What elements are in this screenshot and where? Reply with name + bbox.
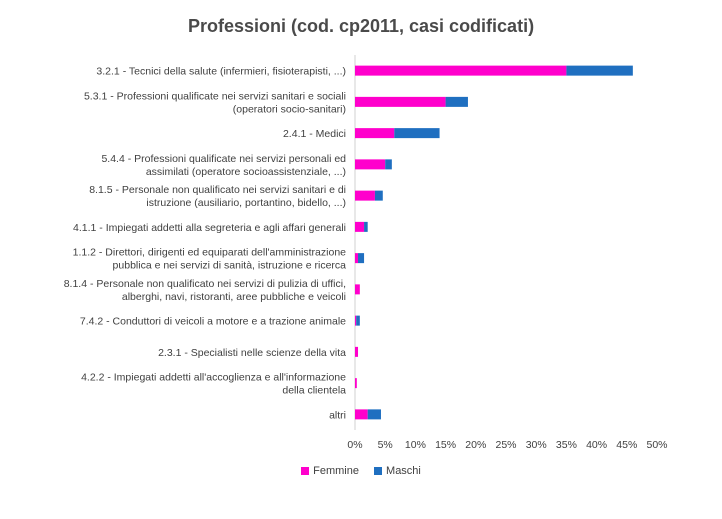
bar-maschi-2 — [394, 128, 440, 139]
bar-femmine-0 — [355, 65, 567, 76]
bar-maschi-8 — [356, 315, 360, 326]
legend-label-femmine: Femmine — [313, 465, 359, 477]
category-label-11: altri — [329, 409, 346, 421]
bar-maschi-4 — [374, 190, 383, 201]
bar-femmine-6 — [355, 253, 359, 264]
legend-item-maschi: Maschi — [374, 465, 421, 477]
bar-femmine-9 — [355, 346, 359, 357]
category-label-7-line1: alberghi, navi, ristoranti, aree pubblic… — [122, 291, 346, 303]
x-tick-label-10: 50% — [646, 439, 667, 451]
bar-maschi-0 — [566, 65, 633, 76]
x-tick-label-4: 20% — [465, 439, 486, 451]
x-tick-label-1: 5% — [378, 439, 393, 451]
category-label-0: 3.2.1 - Tecnici della salute (infermieri… — [96, 66, 346, 78]
bar-femmine-1 — [355, 96, 446, 107]
category-label-2: 2.4.1 - Medici — [283, 128, 346, 140]
category-label-10-line1: della clientela — [282, 385, 346, 397]
x-tick-label-8: 40% — [586, 439, 607, 451]
bar-femmine-3 — [355, 159, 386, 170]
bar-femmine-2 — [355, 128, 395, 139]
bar-femmine-8 — [355, 315, 357, 326]
x-tick-label-7: 35% — [556, 439, 577, 451]
category-label-8: 7.4.2 - Conduttori di veicoli a motore e… — [80, 316, 346, 328]
legend-swatch-femmine — [301, 467, 310, 475]
category-label-3-line0: 5.4.4 - Professioni qualificate nei serv… — [101, 153, 346, 165]
category-label-4-line0: 8.1.5 - Personale non qualificato nei se… — [89, 184, 346, 196]
bar-maschi-5 — [364, 221, 368, 232]
bar-femmine-7 — [355, 284, 360, 295]
category-label-7-line0: 8.1.4 - Personale non qualificato nei se… — [64, 278, 346, 290]
bar-maschi-3 — [385, 159, 392, 170]
category-label-4-line1: istruzione (ausiliario, portantino, bide… — [146, 197, 346, 209]
x-tick-label-2: 10% — [405, 439, 426, 451]
legend-item-femmine: Femmine — [301, 465, 359, 477]
x-tick-label-9: 45% — [616, 439, 637, 451]
bar-femmine-10 — [355, 378, 357, 389]
category-label-9: 2.3.1 - Specialisti nelle scienze della … — [158, 347, 346, 359]
x-tick-label-5: 25% — [495, 439, 516, 451]
bar-maschi-1 — [445, 96, 468, 107]
chart-title: Professioni (cod. cp2011, casi codificat… — [187, 16, 535, 36]
x-tick-label-3: 15% — [435, 439, 456, 451]
category-label-5: 4.1.1 - Impiegati addetti alla segreteri… — [73, 222, 346, 234]
x-tick-label-6: 30% — [526, 439, 547, 451]
category-label-6-line1: pubblica e nei servizi di sanità, istruz… — [113, 260, 347, 272]
bar-femmine-5 — [355, 221, 365, 232]
category-label-1-line0: 5.3.1 - Professioni qualificate nei serv… — [84, 90, 346, 102]
legend: Femmine Maschi — [0, 465, 722, 478]
legend-swatch-maschi — [374, 467, 383, 475]
bar-femmine-4 — [355, 190, 375, 201]
category-label-1-line1: (operatori socio-sanitari) — [233, 103, 346, 115]
category-label-6-line0: 1.1.2 - Direttori, dirigenti ed equipara… — [73, 247, 347, 259]
bar-maschi-6 — [358, 253, 365, 264]
category-label-3-line1: assimilati (operatore socioassistenziale… — [146, 166, 346, 178]
x-tick-label-0: 0% — [347, 439, 362, 451]
category-label-10-line0: 4.2.2 - Impiegati addetti all'accoglienz… — [81, 372, 346, 384]
bar-maschi-11 — [367, 409, 381, 420]
legend-label-maschi: Maschi — [386, 465, 421, 477]
bar-femmine-11 — [355, 409, 368, 420]
